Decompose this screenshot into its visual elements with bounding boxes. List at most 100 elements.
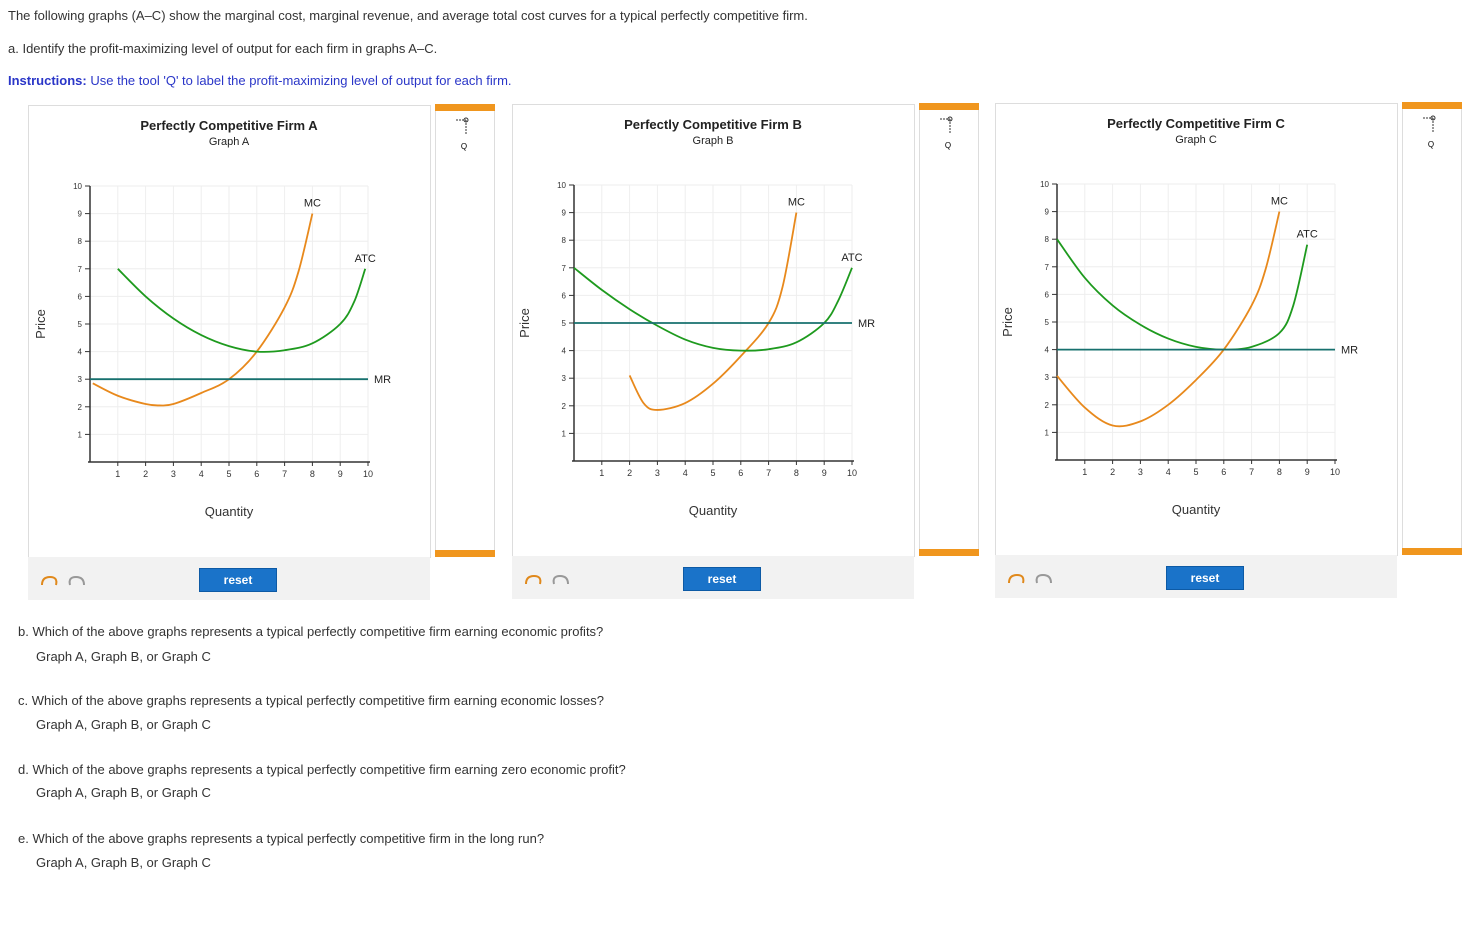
redo-icon[interactable]: [68, 575, 85, 586]
q-tool-icon[interactable]: [1423, 117, 1434, 132]
y-tick-label: 8: [78, 237, 83, 246]
y-tick-label: 4: [1045, 346, 1050, 355]
x-tick-label: 8: [1277, 467, 1282, 477]
undo-icon[interactable]: [1008, 573, 1025, 584]
x-tick-label: 1: [115, 469, 120, 479]
undo-redo-icons: [41, 573, 1052, 586]
question: c. Which of the above graphs represents …: [18, 693, 604, 708]
tool-panel: [919, 103, 979, 556]
instructions-text: Use the tool 'Q' to label the profit-max…: [90, 73, 512, 88]
x-tick-label: 4: [683, 468, 688, 478]
x-tick-label: 3: [1138, 467, 1143, 477]
x-tick-label: 4: [199, 469, 204, 479]
x-tick-label: 7: [282, 469, 287, 479]
tool-panel: [1402, 102, 1462, 555]
chart-subtitle: Graph B: [693, 135, 734, 147]
y-tick-label: 7: [1045, 263, 1050, 272]
x-tick-label: 9: [338, 469, 343, 479]
answer-choice[interactable]: Graph A, Graph B, or Graph C: [36, 649, 211, 664]
curve-label: ATC: [841, 252, 862, 264]
x-tick-label: 6: [1221, 467, 1226, 477]
reset-button[interactable]: reset: [199, 568, 277, 592]
x-tick-label: 3: [171, 469, 176, 479]
answer-choice[interactable]: Graph A, Graph B, or Graph C: [36, 855, 211, 870]
x-tick-label: 4: [1166, 467, 1171, 477]
y-tick-label: 9: [78, 210, 83, 219]
x-tick-label: 7: [766, 468, 771, 478]
y-tick-label: 6: [1045, 290, 1050, 299]
scroll-up[interactable]: [1402, 102, 1462, 109]
instructions-label: Instructions:: [8, 73, 87, 88]
curve-label: MR: [374, 374, 391, 386]
y-tick-label: 3: [78, 375, 83, 384]
curve-label: MC: [788, 197, 805, 209]
y-tick-label: 10: [557, 181, 566, 190]
x-tick-label: 2: [627, 468, 632, 478]
answer-choice[interactable]: Graph A, Graph B, or Graph C: [36, 785, 211, 800]
y-tick-label: 8: [1045, 235, 1050, 244]
reset-button[interactable]: reset: [1166, 566, 1244, 590]
scroll-up[interactable]: [435, 104, 495, 111]
y-axis-label: Price: [1000, 307, 1015, 337]
scroll-down[interactable]: [919, 549, 979, 556]
y-tick-label: 9: [562, 209, 567, 218]
part-a: a. Identify the profit-maximizing level …: [8, 41, 438, 56]
y-tick-label: 6: [562, 291, 567, 300]
x-tick-label: 8: [310, 469, 315, 479]
curve: [1056, 211, 1281, 428]
answer-choice[interactable]: Graph A, Graph B, or Graph C: [36, 717, 211, 732]
instructions: Instructions: Use the tool 'Q' to label …: [8, 73, 512, 88]
curve-label: MC: [1271, 196, 1288, 208]
x-tick-label: 5: [226, 469, 231, 479]
y-tick-label: 3: [562, 374, 567, 383]
x-tick-label: 2: [1110, 467, 1115, 477]
question: e. Which of the above graphs represents …: [18, 831, 545, 846]
chart-title: Perfectly Competitive Firm B: [624, 117, 802, 132]
x-tick-label: 5: [710, 468, 715, 478]
y-tick-label: 5: [1045, 318, 1050, 327]
x-tick-label: 10: [363, 469, 373, 479]
y-tick-label: 4: [78, 348, 83, 357]
curve-label: MC: [304, 198, 321, 210]
tool-label[interactable]: Q: [945, 141, 951, 150]
chart-title: Perfectly Competitive Firm C: [1107, 116, 1285, 131]
reset-button[interactable]: reset: [683, 567, 761, 591]
curve: [117, 268, 367, 353]
curve-label: ATC: [1297, 229, 1318, 241]
question: b. Which of the above graphs represents …: [18, 624, 604, 639]
q-tool-icon[interactable]: [940, 118, 951, 133]
tool-label[interactable]: Q: [461, 142, 467, 151]
x-tick-label: 1: [599, 468, 604, 478]
redo-icon[interactable]: [1035, 573, 1052, 584]
scroll-up[interactable]: [919, 103, 979, 110]
curve-label: ATC: [355, 253, 376, 265]
x-tick-label: 5: [1193, 467, 1198, 477]
q-tool-icon[interactable]: [456, 119, 467, 134]
y-tick-label: 2: [78, 403, 83, 412]
question: d. Which of the above graphs represents …: [18, 762, 626, 777]
curve: [92, 213, 314, 407]
y-tick-label: 3: [1045, 373, 1050, 382]
undo-icon[interactable]: [41, 575, 58, 586]
scroll-down[interactable]: [435, 550, 495, 557]
y-tick-label: 7: [78, 265, 83, 274]
x-axis-label: Quantity: [689, 503, 738, 518]
redo-icon[interactable]: [552, 574, 569, 585]
intro: The following graphs (A–C) show the marg…: [8, 8, 808, 23]
undo-icon[interactable]: [525, 574, 542, 585]
y-tick-label: 9: [1045, 208, 1050, 217]
x-tick-label: 9: [1305, 467, 1310, 477]
tool-panel: [435, 104, 495, 557]
y-tick-label: 10: [1040, 180, 1049, 189]
chart-subtitle: Graph A: [209, 136, 250, 148]
x-tick-label: 1: [1082, 467, 1087, 477]
curve: [628, 212, 798, 411]
scroll-down[interactable]: [1402, 548, 1462, 555]
tool-label[interactable]: Q: [1428, 140, 1434, 149]
curve: [573, 267, 853, 352]
x-tick-label: 2: [143, 469, 148, 479]
y-tick-label: 10: [73, 182, 82, 191]
x-axis-label: Quantity: [205, 504, 254, 519]
